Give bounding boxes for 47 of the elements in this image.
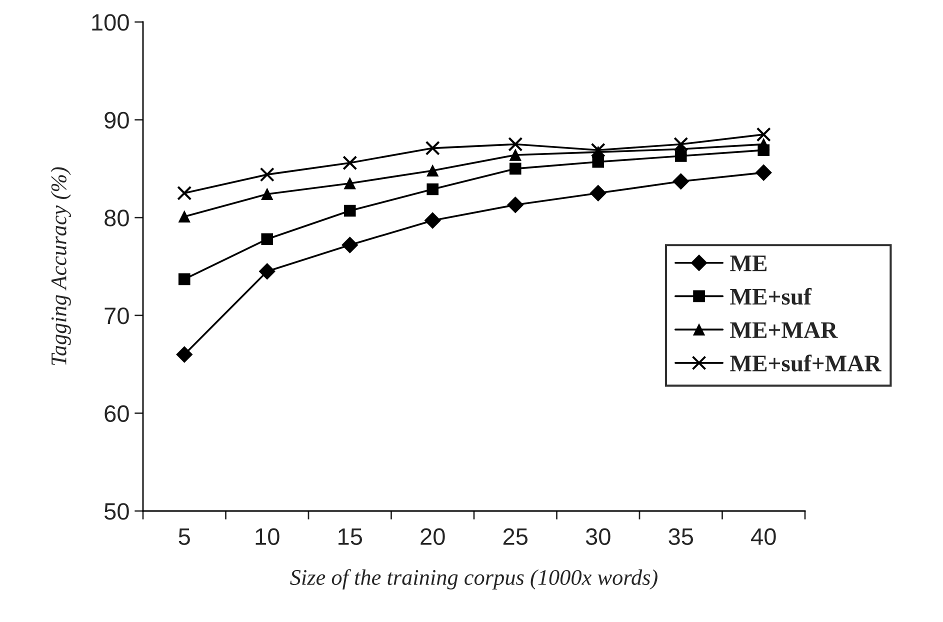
y-tick-label: 100 — [92, 14, 129, 31]
point — [258, 263, 276, 280]
legend-label: ME+MAR — [730, 322, 838, 338]
point — [426, 183, 439, 196]
point — [342, 156, 358, 170]
point — [590, 142, 606, 158]
x-tick-label: 5 — [178, 528, 190, 546]
x-tick-label: 25 — [503, 528, 528, 546]
x-tick-label: 10 — [256, 528, 280, 546]
x-tick-label: 20 — [420, 528, 445, 546]
legend-label: ME+suf+MAR — [730, 354, 882, 372]
point — [509, 162, 522, 175]
y-tick-label: 50 — [104, 503, 129, 520]
point — [261, 233, 274, 246]
point — [426, 164, 439, 177]
x-tick-label: 30 — [586, 528, 610, 546]
point — [178, 273, 190, 286]
y-tick-label: 80 — [104, 210, 129, 226]
y-axis-title: Tagging Accuracy (%) — [50, 167, 71, 366]
x-axis-title: Size of the training corpus (1000x words) — [290, 569, 658, 590]
point — [672, 173, 690, 190]
y-tick-label: 90 — [104, 112, 129, 129]
point — [342, 236, 358, 254]
point — [260, 167, 274, 182]
point — [176, 346, 193, 363]
point — [344, 177, 356, 190]
point — [507, 196, 524, 214]
point — [509, 149, 522, 161]
y-tick-label: 60 — [104, 405, 129, 422]
x-tick-label: 40 — [751, 528, 776, 546]
point — [674, 136, 688, 152]
point — [178, 210, 190, 223]
point — [756, 127, 771, 142]
x-tick-label: 35 — [668, 528, 694, 546]
point — [425, 140, 440, 156]
point — [508, 136, 523, 152]
x-tick-label: 15 — [338, 528, 362, 546]
point — [344, 204, 356, 217]
legend-label: ME — [730, 256, 767, 272]
point — [424, 212, 441, 229]
point — [755, 164, 772, 181]
y-tick-label: 70 — [104, 307, 129, 324]
point — [590, 184, 606, 202]
point — [758, 138, 770, 150]
point — [261, 188, 274, 200]
point — [177, 186, 192, 200]
legend-label: ME+suf — [730, 288, 812, 305]
